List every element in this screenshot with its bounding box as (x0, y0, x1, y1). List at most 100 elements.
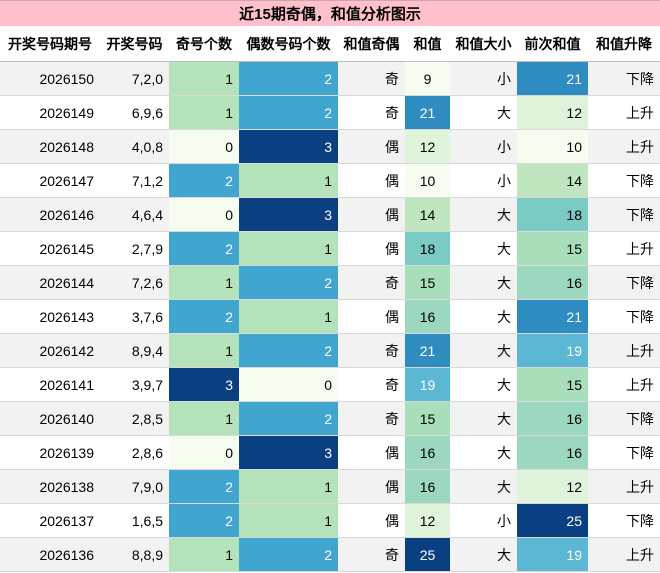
cell-sum-size: 大 (497, 478, 511, 495)
cell-odd-count: 2 (169, 232, 239, 265)
cell-sum-size: 大 (497, 546, 511, 563)
cell-even-count: 2 (239, 96, 338, 129)
table-row: 2026149 6,9,6 1 2 奇 21 大 12 上升 (0, 96, 660, 130)
cell-issue: 2026144 (39, 274, 94, 291)
cell-issue: 2026145 (39, 240, 94, 257)
table-row: 2026144 7,2,6 1 2 奇 15 大 16 下降 (0, 266, 660, 300)
cell-sum: 21 (405, 334, 450, 367)
cell-sum-trend: 上升 (626, 478, 654, 495)
cell-sum-parity: 偶 (385, 308, 399, 325)
cell-sum-trend: 下降 (626, 444, 654, 461)
cell-prev-sum: 16 (517, 266, 588, 299)
cell-numbers: 4,6,4 (131, 206, 163, 223)
table-row: 2026137 1,6,5 2 1 偶 12 小 25 下降 (0, 504, 660, 538)
cell-sum-size: 小 (497, 512, 511, 529)
cell-odd-count: 1 (169, 334, 239, 367)
table-row: 2026140 2,8,5 1 2 奇 15 大 16 下降 (0, 402, 660, 436)
cell-odd-count: 2 (169, 164, 239, 197)
cell-sum: 12 (405, 504, 450, 537)
cell-sum: 16 (405, 300, 450, 333)
cell-even-count: 3 (239, 198, 338, 231)
header-sum-trend: 和值升降 (596, 35, 652, 52)
cell-numbers: 7,2,0 (131, 70, 163, 87)
cell-numbers: 7,9,0 (131, 478, 163, 495)
cell-issue: 2026141 (39, 376, 94, 393)
cell-issue: 2026150 (39, 70, 94, 87)
cell-sum-trend: 下降 (626, 206, 654, 223)
cell-even-count: 2 (239, 402, 338, 435)
cell-sum-size: 大 (497, 376, 511, 393)
cell-prev-sum: 19 (517, 334, 588, 367)
cell-sum-parity: 奇 (385, 376, 399, 393)
cell-sum-size: 大 (497, 274, 511, 291)
cell-odd-count: 1 (169, 96, 239, 129)
cell-numbers: 3,7,6 (131, 308, 163, 325)
table-row: 2026147 7,1,2 2 1 偶 10 小 14 下降 (0, 164, 660, 198)
table-title: 近15期奇偶，和值分析图示 (0, 0, 660, 26)
cell-issue: 2026146 (39, 206, 94, 223)
cell-issue: 2026136 (39, 546, 94, 563)
cell-sum: 25 (405, 538, 450, 571)
cell-sum-parity: 偶 (385, 512, 399, 529)
table-header: 开奖号码期号 开奖号码 奇号个数 偶数号码个数 和值奇偶 和值 和值大小 前次和… (0, 26, 660, 62)
cell-sum-parity: 奇 (385, 70, 399, 87)
cell-sum-size: 小 (497, 70, 511, 87)
cell-prev-sum: 15 (517, 232, 588, 265)
header-sum-size: 和值大小 (455, 35, 512, 52)
cell-sum-trend: 上升 (626, 138, 654, 155)
cell-even-count: 2 (239, 266, 338, 299)
cell-prev-sum: 16 (517, 436, 588, 469)
cell-even-count: 1 (239, 164, 338, 197)
cell-sum-size: 大 (497, 240, 511, 257)
cell-sum-parity: 偶 (385, 444, 399, 461)
cell-numbers: 3,9,7 (131, 376, 163, 393)
table-row: 2026148 4,0,8 0 3 偶 12 小 10 上升 (0, 130, 660, 164)
cell-numbers: 6,9,6 (131, 104, 163, 121)
cell-issue: 2026138 (39, 478, 94, 495)
cell-issue: 2026148 (39, 138, 94, 155)
cell-sum: 10 (405, 164, 450, 197)
cell-prev-sum: 18 (517, 198, 588, 231)
table-row: 2026150 7,2,0 1 2 奇 9 小 21 下降 (0, 62, 660, 96)
cell-even-count: 2 (239, 62, 338, 95)
cell-sum-size: 大 (497, 104, 511, 121)
cell-numbers: 8,9,4 (131, 342, 163, 359)
cell-sum: 16 (405, 470, 450, 503)
cell-sum: 15 (405, 266, 450, 299)
cell-sum: 15 (405, 402, 450, 435)
cell-sum-trend: 下降 (626, 410, 654, 427)
cell-sum-parity: 偶 (385, 172, 399, 189)
cell-sum-size: 小 (497, 172, 511, 189)
cell-issue: 2026147 (39, 172, 94, 189)
table-row: 2026138 7,9,0 2 1 偶 16 大 12 上升 (0, 470, 660, 504)
cell-sum-trend: 下降 (626, 512, 654, 529)
cell-issue: 2026142 (39, 342, 94, 359)
cell-prev-sum: 21 (517, 300, 588, 333)
header-prev-sum: 前次和值 (524, 35, 581, 52)
cell-sum: 16 (405, 436, 450, 469)
cell-issue: 2026137 (39, 512, 94, 529)
cell-prev-sum: 12 (517, 470, 588, 503)
cell-sum-trend: 下降 (626, 308, 654, 325)
cell-numbers: 7,1,2 (131, 172, 163, 189)
cell-odd-count: 0 (169, 198, 239, 231)
table-row: 2026142 8,9,4 1 2 奇 21 大 19 上升 (0, 334, 660, 368)
table-row: 2026143 3,7,6 2 1 偶 16 大 21 下降 (0, 300, 660, 334)
cell-sum: 19 (405, 368, 450, 401)
cell-even-count: 1 (239, 470, 338, 503)
cell-sum-trend: 上升 (626, 546, 654, 563)
cell-prev-sum: 14 (517, 164, 588, 197)
cell-sum-parity: 偶 (385, 240, 399, 257)
table-row: 2026141 3,9,7 3 0 奇 19 大 15 上升 (0, 368, 660, 402)
cell-sum-trend: 上升 (626, 104, 654, 121)
cell-numbers: 2,8,5 (131, 410, 163, 427)
cell-sum: 14 (405, 198, 450, 231)
cell-sum-trend: 上升 (626, 240, 654, 257)
cell-even-count: 2 (239, 538, 338, 571)
cell-issue: 2026149 (39, 104, 94, 121)
table-row: 2026139 2,8,6 0 3 偶 16 大 16 下降 (0, 436, 660, 470)
cell-sum: 21 (405, 96, 450, 129)
cell-sum-size: 大 (497, 444, 511, 461)
cell-even-count: 1 (239, 504, 338, 537)
cell-odd-count: 3 (169, 368, 239, 401)
